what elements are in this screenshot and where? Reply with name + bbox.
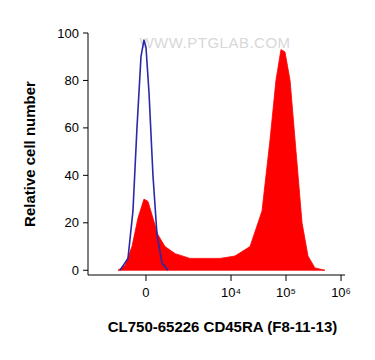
y-axis-label: Relative cell number <box>21 81 38 227</box>
y-tick <box>83 270 88 271</box>
x-tick-label: 10⁴ <box>221 285 241 300</box>
chart: WWW.PTGLAB.COM 0 20 40 60 80 100 0 10⁴ 10⁵ 10⁶ CL75… <box>0 0 375 360</box>
y-axis <box>88 33 89 275</box>
y-tick-label: 60 <box>65 120 79 135</box>
x-axis <box>88 275 345 276</box>
y-tick <box>83 33 88 34</box>
plot-area <box>118 40 325 270</box>
y-tick <box>83 80 88 81</box>
y-tick <box>83 222 88 223</box>
y-tick-label: 80 <box>65 73 79 88</box>
x-tick-label: 10⁶ <box>331 285 351 300</box>
y-tick-label: 20 <box>65 215 79 230</box>
x-tick <box>341 275 342 281</box>
y-tick <box>83 175 88 176</box>
y-tick-label: 0 <box>72 263 79 278</box>
watermark: WWW.PTGLAB.COM <box>139 34 290 51</box>
x-axis-label: CL750-65226 CD45RA (F8-11-13) <box>108 318 338 335</box>
x-tick <box>286 275 287 281</box>
x-tick-label: 10⁵ <box>276 285 296 300</box>
histogram-line <box>120 40 168 270</box>
x-tick-label: 0 <box>142 285 149 300</box>
x-tick <box>231 275 232 281</box>
y-tick <box>83 127 88 128</box>
y-tick-label: 40 <box>65 168 79 183</box>
x-tick <box>145 275 146 281</box>
y-tick-label: 100 <box>57 26 79 41</box>
